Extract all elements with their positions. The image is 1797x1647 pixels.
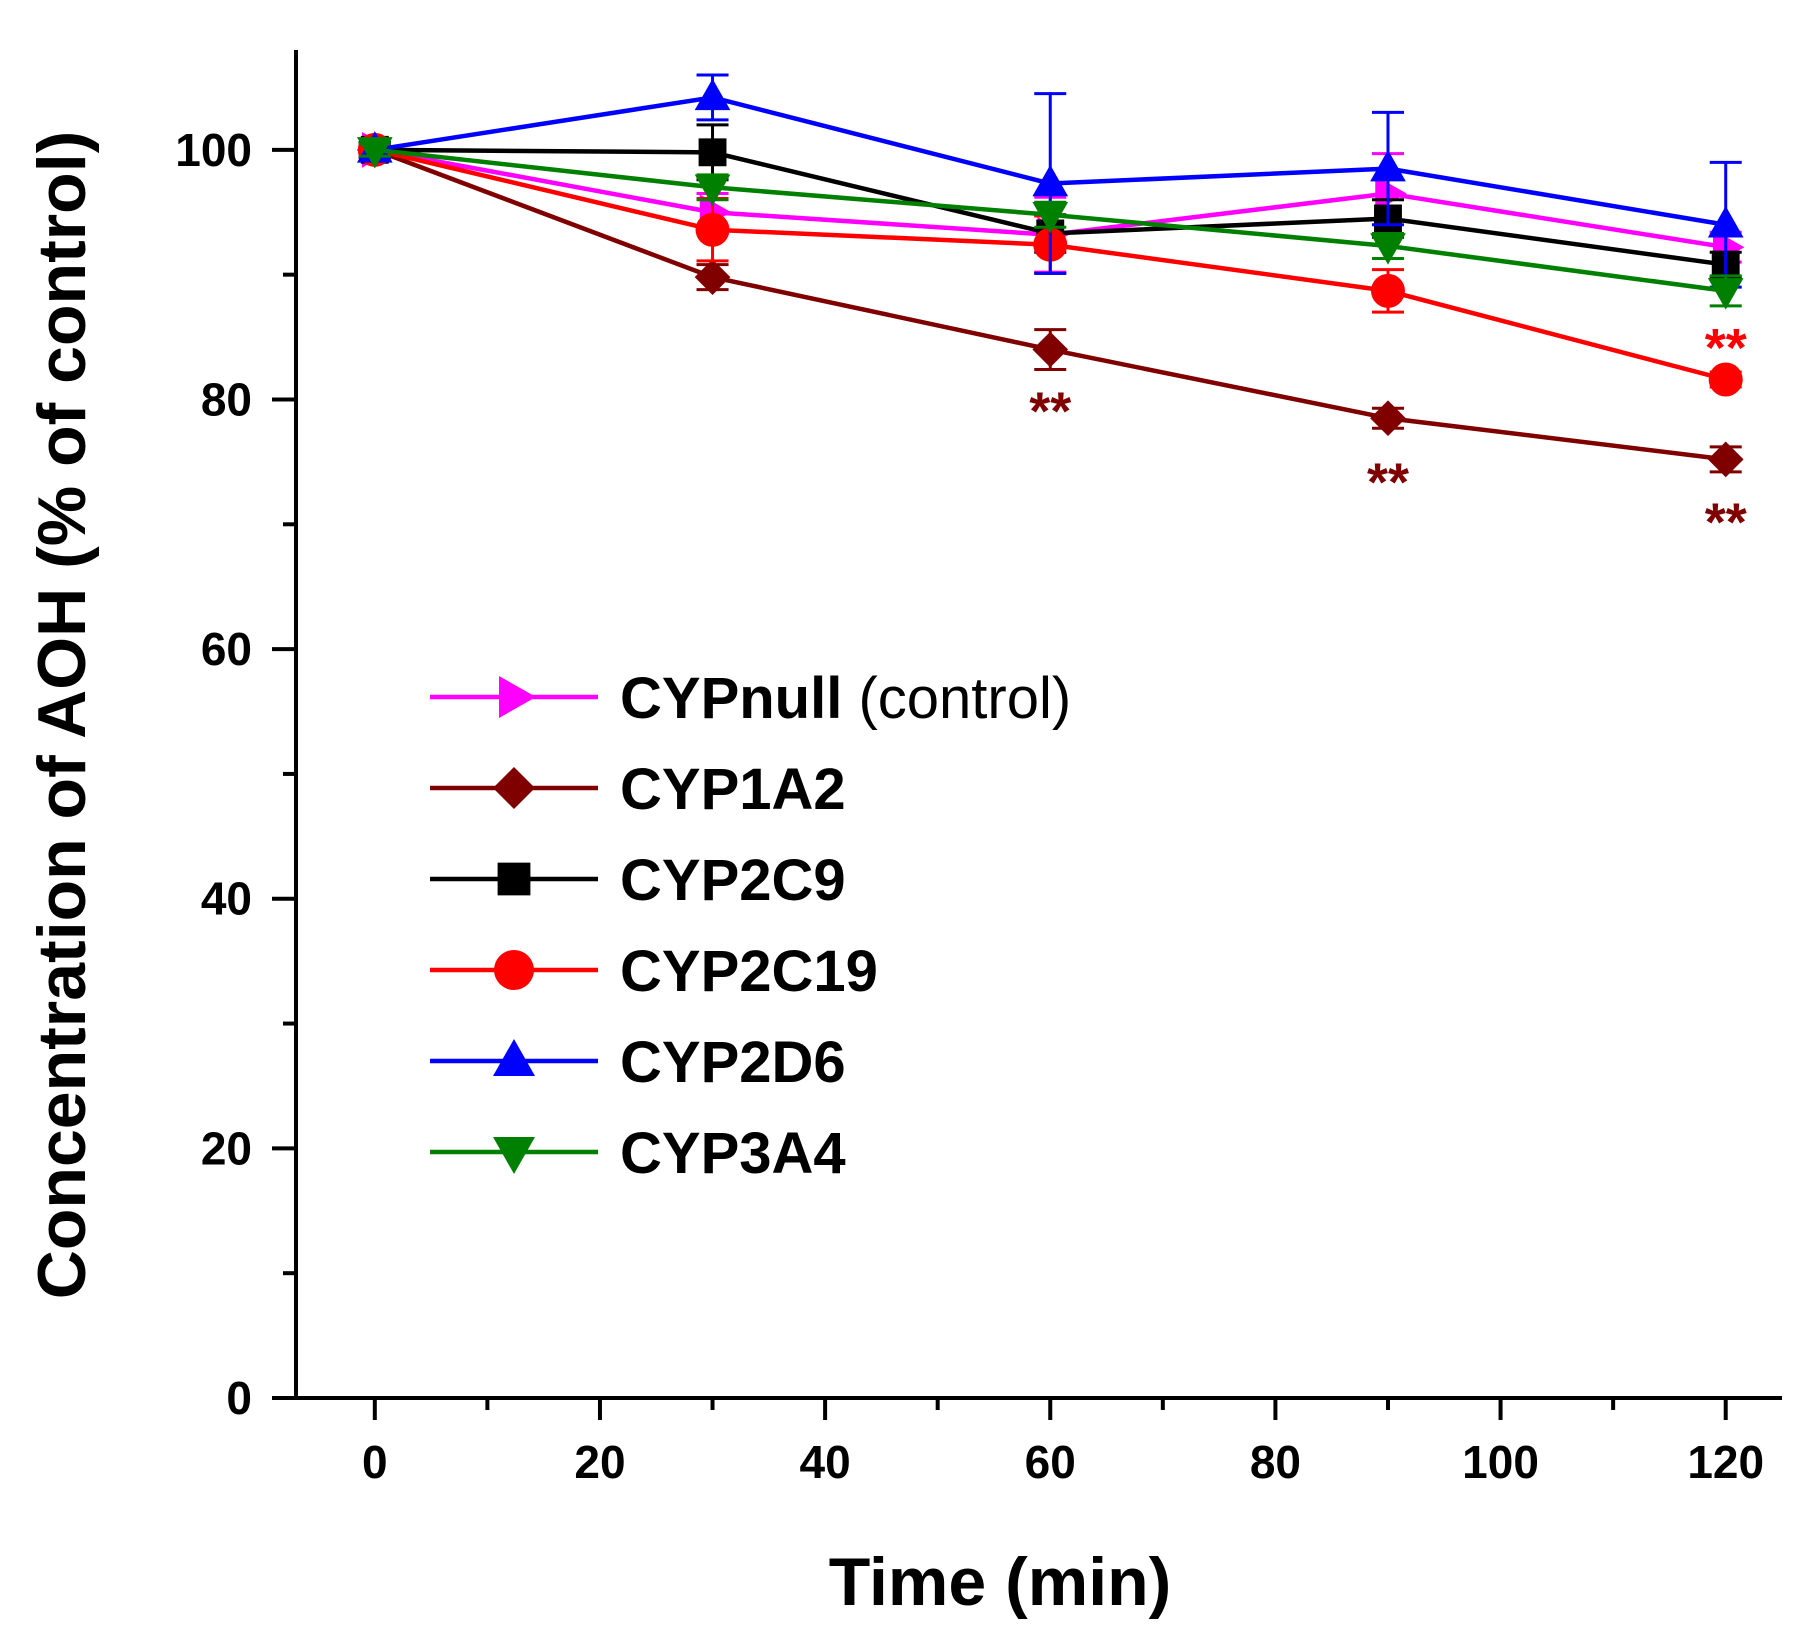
y-axis-ticks: 0 20 40 60 80 100 <box>175 124 296 1424</box>
data-point <box>695 212 730 247</box>
legend-entry-cyp2d6: CYP2D6 <box>430 1030 846 1095</box>
legend-label: CYP3A4 <box>620 1121 846 1186</box>
series-layer <box>356 73 1745 478</box>
x-tick-label: 40 <box>800 1436 851 1488</box>
annotations: ** ** ** ** <box>1029 318 1746 553</box>
legend-marker <box>494 950 534 990</box>
data-point <box>1707 206 1744 238</box>
legend-name: CYP2C19 <box>620 939 878 1004</box>
legend-label: CYP2C9 <box>620 848 846 913</box>
data-point <box>1032 202 1069 234</box>
data-point <box>1707 278 1744 310</box>
data-point <box>356 137 393 169</box>
legend-suffix: (control) <box>842 666 1071 731</box>
data-point <box>694 78 731 111</box>
x-axis-title: Time (min) <box>829 1544 1172 1620</box>
data-point <box>1370 400 1406 437</box>
legend-name: CYPnull <box>620 666 842 731</box>
legend: CYPnull (control) CYP1A2 CYP2C9 CYP2C19 CYP2… <box>430 666 1071 1186</box>
x-tick-label: 0 <box>362 1436 388 1488</box>
x-tick-label: 120 <box>1687 1436 1764 1488</box>
legend-marker <box>493 1137 535 1174</box>
data-point <box>698 138 727 167</box>
legend-entry-cyp2c19: CYP2C19 <box>430 939 878 1004</box>
legend-name: CYP1A2 <box>620 757 846 822</box>
series-cyp3a4 <box>356 137 1744 310</box>
significance-marker: ** <box>1029 381 1071 441</box>
legend-marker <box>499 676 536 718</box>
data-point <box>1707 441 1744 478</box>
y-tick-label: 100 <box>175 124 252 176</box>
data-point <box>1032 164 1069 197</box>
x-tick-label: 20 <box>574 1436 625 1488</box>
legend-name: CYP2C9 <box>620 848 846 913</box>
y-tick-label: 0 <box>226 1372 252 1424</box>
legend-entry-cypnull: CYPnull (control) <box>430 666 1071 731</box>
data-point <box>1370 273 1405 308</box>
data-point <box>1370 149 1406 182</box>
legend-name: CYP2D6 <box>620 1030 846 1095</box>
legend-name: CYP3A4 <box>620 1121 846 1186</box>
y-tick-label: 80 <box>201 373 252 425</box>
legend-label: CYP2D6 <box>620 1030 846 1095</box>
legend-marker <box>493 767 535 809</box>
series-cyp2d6 <box>356 73 1744 289</box>
data-point <box>1370 233 1406 265</box>
significance-marker: ** <box>1705 318 1747 378</box>
data-point <box>694 174 731 206</box>
significance-marker: ** <box>1367 453 1409 513</box>
data-point <box>1032 331 1069 368</box>
legend-label: CYP1A2 <box>620 757 846 822</box>
legend-entry-cyp1a2: CYP1A2 <box>430 757 846 822</box>
y-tick-label: 20 <box>201 1122 252 1174</box>
x-tick-label: 60 <box>1025 1436 1076 1488</box>
data-point <box>1708 362 1743 397</box>
data-point <box>1375 175 1407 212</box>
x-axis-ticks: 0 20 40 60 80 100 120 <box>362 1398 1764 1488</box>
legend-entry-cyp3a4: CYP3A4 <box>430 1121 846 1186</box>
y-tick-label: 40 <box>201 873 252 925</box>
data-point <box>694 259 731 296</box>
legend-entry-cyp2c9: CYP2C9 <box>430 848 846 913</box>
x-tick-label: 100 <box>1462 1436 1539 1488</box>
x-tick-label: 80 <box>1250 1436 1301 1488</box>
legend-marker <box>493 1039 535 1076</box>
legend-marker <box>497 862 531 896</box>
significance-marker: ** <box>1705 493 1747 553</box>
y-axis-title: Concentration of AOH (% of control) <box>24 131 100 1299</box>
y-tick-label: 60 <box>201 623 252 675</box>
legend-label: CYPnull (control) <box>620 666 1071 731</box>
legend-label: CYP2C19 <box>620 939 878 1004</box>
